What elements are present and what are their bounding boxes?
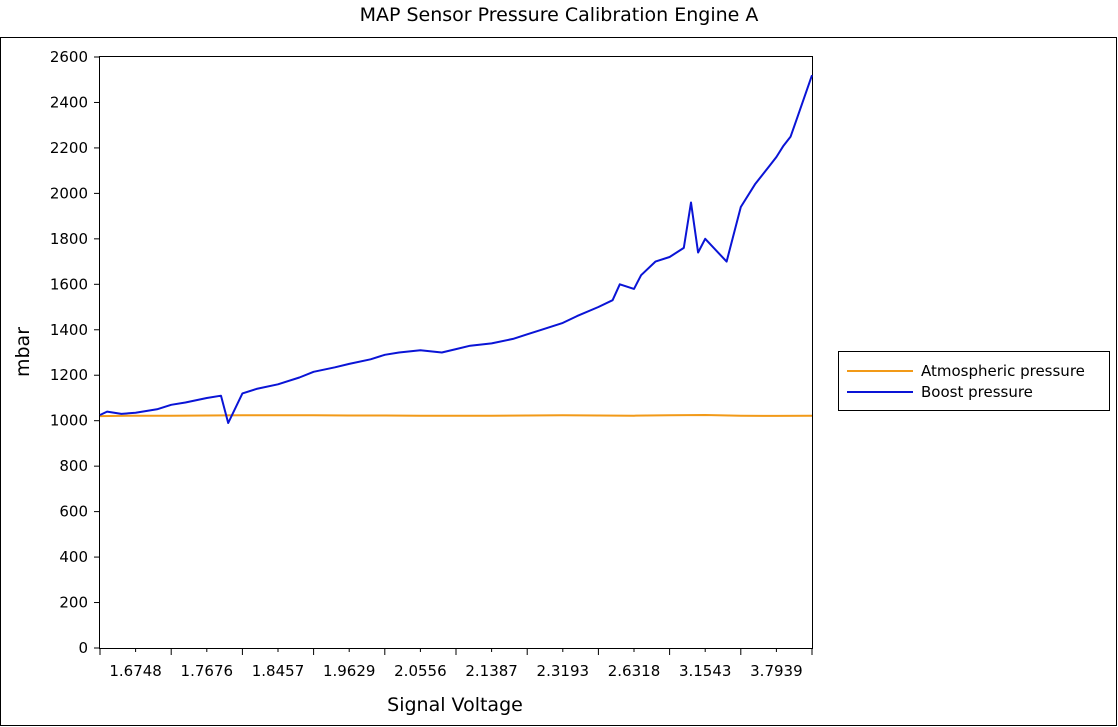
x-tick-label: 2.0556: [394, 662, 447, 680]
x-tick-label: 1.6748: [109, 662, 162, 680]
y-tick-label: 2400: [50, 93, 88, 111]
chart-title: MAP Sensor Pressure Calibration Engine A: [360, 4, 759, 26]
y-axis-label: mbar: [12, 327, 34, 377]
x-tick-label: 1.7676: [181, 662, 234, 680]
y-tick-label: 2200: [50, 139, 88, 157]
y-axis: 0 200 400 600 800 1000 1200 1400 1600 1800 2000 220…: [50, 48, 100, 657]
y-tick-label: 1000: [50, 412, 88, 430]
x-tick-label: 1.9629: [323, 662, 376, 680]
y-tick-label: 1400: [50, 321, 88, 339]
x-tick-label: 3.7939: [750, 662, 803, 680]
legend-box: [838, 351, 1110, 411]
y-tick-label: 1800: [50, 230, 88, 248]
series-line-boost: [99, 74, 813, 424]
y-tick-label: 200: [59, 594, 88, 612]
x-tick-label: 2.3193: [537, 662, 590, 680]
x-tick-label: 2.6318: [608, 662, 661, 680]
x-tick-label: 3.1543: [679, 662, 732, 680]
series-line-atmospheric: [99, 414, 813, 418]
x-tick-label: 2.1387: [465, 662, 518, 680]
legend-label: Boost pressure: [921, 383, 1033, 401]
x-tick-label: 1.8457: [252, 662, 305, 680]
y-tick-label: 2000: [50, 184, 88, 202]
x-axis: 1.6748 1.7676 1.8457 1.9629 2.0556 2.1387 2.31…: [99, 648, 813, 680]
y-tick-label: 400: [59, 548, 88, 566]
y-tick-label: 2600: [50, 48, 88, 66]
plot-area: [99, 56, 813, 649]
x-axis-label: Signal Voltage: [387, 694, 523, 716]
y-tick-label: 800: [59, 457, 88, 475]
series-layer: [99, 74, 813, 424]
y-tick-label: 0: [78, 639, 88, 657]
y-tick-label: 1200: [50, 366, 88, 384]
legend: Atmospheric pressure Boost pressure: [838, 351, 1110, 411]
y-tick-label: 1600: [50, 275, 88, 293]
legend-label: Atmospheric pressure: [921, 362, 1085, 380]
y-tick-label: 600: [59, 503, 88, 521]
